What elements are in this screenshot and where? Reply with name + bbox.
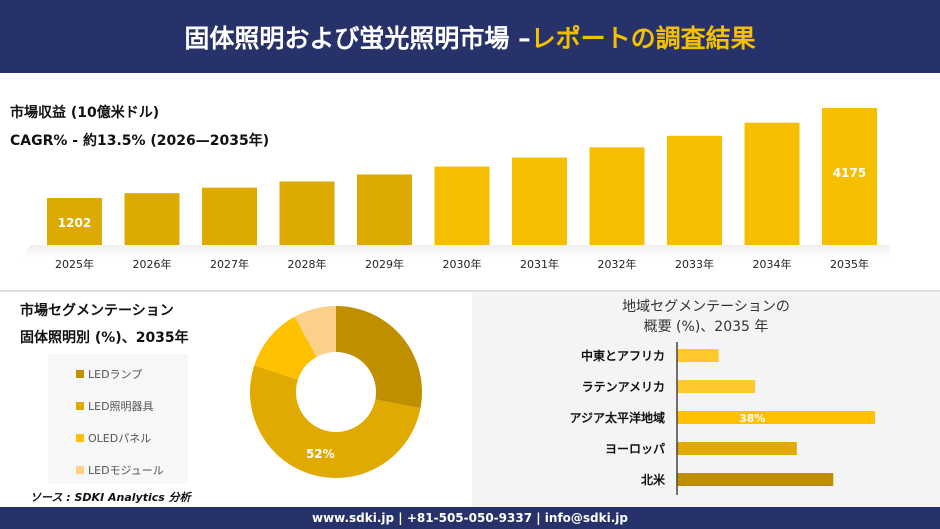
bar-ラテンアメリカ [677,380,756,393]
legend-swatch [76,370,84,378]
header-banner: 固体照明および蛍光照明市場 – レポートの調査結果 [0,0,940,73]
donut-slice-LED照明器具 [250,365,421,478]
data-label: 38% [739,412,765,425]
revenue-label: 市場収益 (10億米ドル) [10,105,160,121]
x-tick-label: 2027年 [210,257,249,271]
y-tick-label: 北米 [641,472,666,487]
data-label: 4175 [833,166,866,180]
legend-swatch [76,434,84,442]
legend-label: LEDランプ [88,368,143,381]
bar-2029年 [357,174,412,245]
y-tick-label: 中東とアフリカ [581,348,665,363]
x-tick-label: 2030年 [443,257,482,271]
segment-subtitle: 固体照明別 (%)、2035年 [20,330,189,346]
legend-label: LED照明器具 [88,400,154,413]
bar-2032年 [589,147,645,245]
source-note: ソース : SDKI Analytics 分析 [30,491,191,504]
bar-2025年 [47,197,102,245]
x-tick-label: 2035年 [830,257,869,271]
region-panel: 地域セグメンテーションの 概要 (%)、2035 年 [472,292,940,507]
segment-title: 市場セグメンテーション [20,303,174,319]
y-tick-label: ラテンアメリカ [582,380,665,394]
legend-item: LEDモジュール [76,462,164,478]
legend-swatch [76,402,84,410]
segment-donut-chart: 52% [250,306,422,478]
bar-2026年 [124,193,180,245]
bar-北米 [677,473,834,486]
bar-2027年 [202,187,257,245]
bar-アジア太平洋地域 [677,411,875,424]
x-tick-label: 2026年 [133,257,172,271]
donut-slice-LEDモジュール [294,306,336,357]
x-tick-label: 2033年 [675,257,714,271]
legend-swatch [76,466,84,474]
donut-slice-LEDランプ [336,306,422,409]
donut-legend: LEDランプ LED照明器具 OLEDパネル LEDモジュール [48,354,188,484]
bar-2033年 [667,135,722,245]
bar-2035年 [822,107,877,246]
footer-contact: www.sdki.jp | +81-505-050-9337 | info@sd… [0,507,940,529]
bar-2034年 [744,122,800,245]
bar-2030年 [434,166,490,245]
bar-2031年 [512,157,567,245]
x-tick-label: 2028年 [288,257,327,271]
page-title-accent: レポートの調査結果 [530,23,756,53]
bar-中東とアフリカ [677,349,719,362]
data-label: 1202 [58,216,91,230]
x-tick-label: 2025年 [55,257,94,271]
data-label: 52% [306,447,335,461]
legend-item: OLEDパネル [76,430,151,446]
bar-ヨーロッパ [677,442,797,455]
divider [0,290,940,292]
cagr-label: CAGR% - 約13.5% (2026—2035年) [10,133,270,149]
x-tick-label: 2032年 [598,257,637,271]
x-tick-label: 2029年 [365,257,404,271]
legend-item: LED照明器具 [76,398,154,414]
revenue-bar-chart: 2025年 1202 2026年 2027年 2028年 2029年 2030年 2031年 2… [20,107,890,271]
y-tick-label: ヨーロッパ [605,442,665,456]
y-tick-label: アジア太平洋地域 [569,410,665,425]
floor-shadow [20,245,890,263]
x-tick-label: 2034年 [753,257,792,271]
legend-label: LEDモジュール [88,464,164,477]
legend-label: OLEDパネル [88,432,152,445]
region-subtitle: 概要 (%)、2035 年 [643,319,769,335]
legend-item: LEDランプ [76,366,142,382]
page-title: 固体照明および蛍光照明市場 – [184,23,531,53]
region-title: 地域セグメンテーションの [622,299,790,315]
donut-slice-OLEDパネル [254,316,317,380]
bar-2028年 [279,181,335,245]
x-tick-label: 2031年 [520,257,559,271]
